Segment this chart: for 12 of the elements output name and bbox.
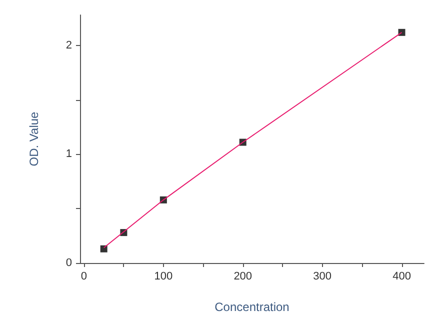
x-tick-label: 400 [392,270,411,282]
y-axis-title: OD. Value [27,111,41,166]
y-tick-label: 2 [66,39,72,52]
x-tick-label: 300 [313,270,332,282]
point [100,245,108,252]
y-tick-label: 1 [66,148,72,160]
x-tick-label: 0 [80,270,88,282]
x-tick-label: 100 [154,270,173,282]
x-axis-title: Concentration [214,300,290,314]
x-tick-label: 200 [234,270,252,282]
point [398,28,406,36]
y-tick-label: 0 [66,257,72,269]
